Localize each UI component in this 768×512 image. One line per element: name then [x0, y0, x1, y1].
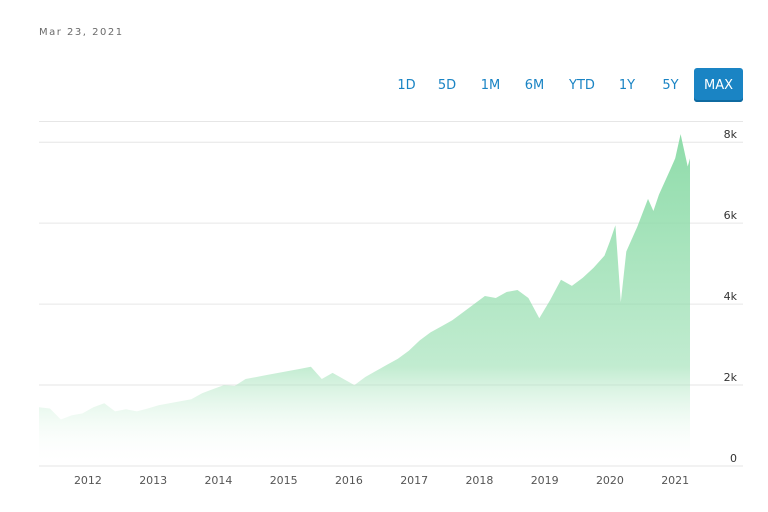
range-button-max[interactable]: MAX: [694, 68, 743, 102]
x-tick-label: 2014: [204, 474, 232, 487]
x-tick-label: 2021: [661, 474, 689, 487]
x-tick-label: 2019: [531, 474, 559, 487]
x-tick-label: 2020: [596, 474, 624, 487]
range-button-1m[interactable]: 1M: [480, 77, 501, 93]
range-button-5y[interactable]: 5Y: [662, 77, 679, 93]
x-tick-label: 2017: [400, 474, 428, 487]
x-tick-label: 2013: [139, 474, 167, 487]
x-tick-label: 2018: [465, 474, 493, 487]
range-button-1y[interactable]: 1Y: [618, 77, 636, 93]
range-button-5d[interactable]: 5D: [437, 77, 457, 93]
y-tick-label: 6k: [724, 209, 738, 222]
range-button-6m[interactable]: 6M: [524, 77, 545, 93]
date-label: Mar 23, 2021: [39, 27, 124, 38]
x-tick-label: 2012: [74, 474, 102, 487]
range-button-ytd[interactable]: YTD: [569, 77, 595, 93]
y-tick-label: 2k: [724, 371, 738, 384]
header-divider: [39, 121, 743, 122]
range-selector: 1D 5D 1M 6M YTD 1Y 5Y MAX: [388, 68, 743, 102]
y-tick-label: 8k: [724, 128, 738, 141]
y-tick-label: 4k: [724, 290, 738, 303]
range-button-1d[interactable]: 1D: [397, 77, 416, 93]
price-area: [39, 134, 690, 466]
y-tick-label: 0: [730, 452, 737, 465]
x-tick-label: 2015: [270, 474, 298, 487]
x-tick-label: 2016: [335, 474, 363, 487]
